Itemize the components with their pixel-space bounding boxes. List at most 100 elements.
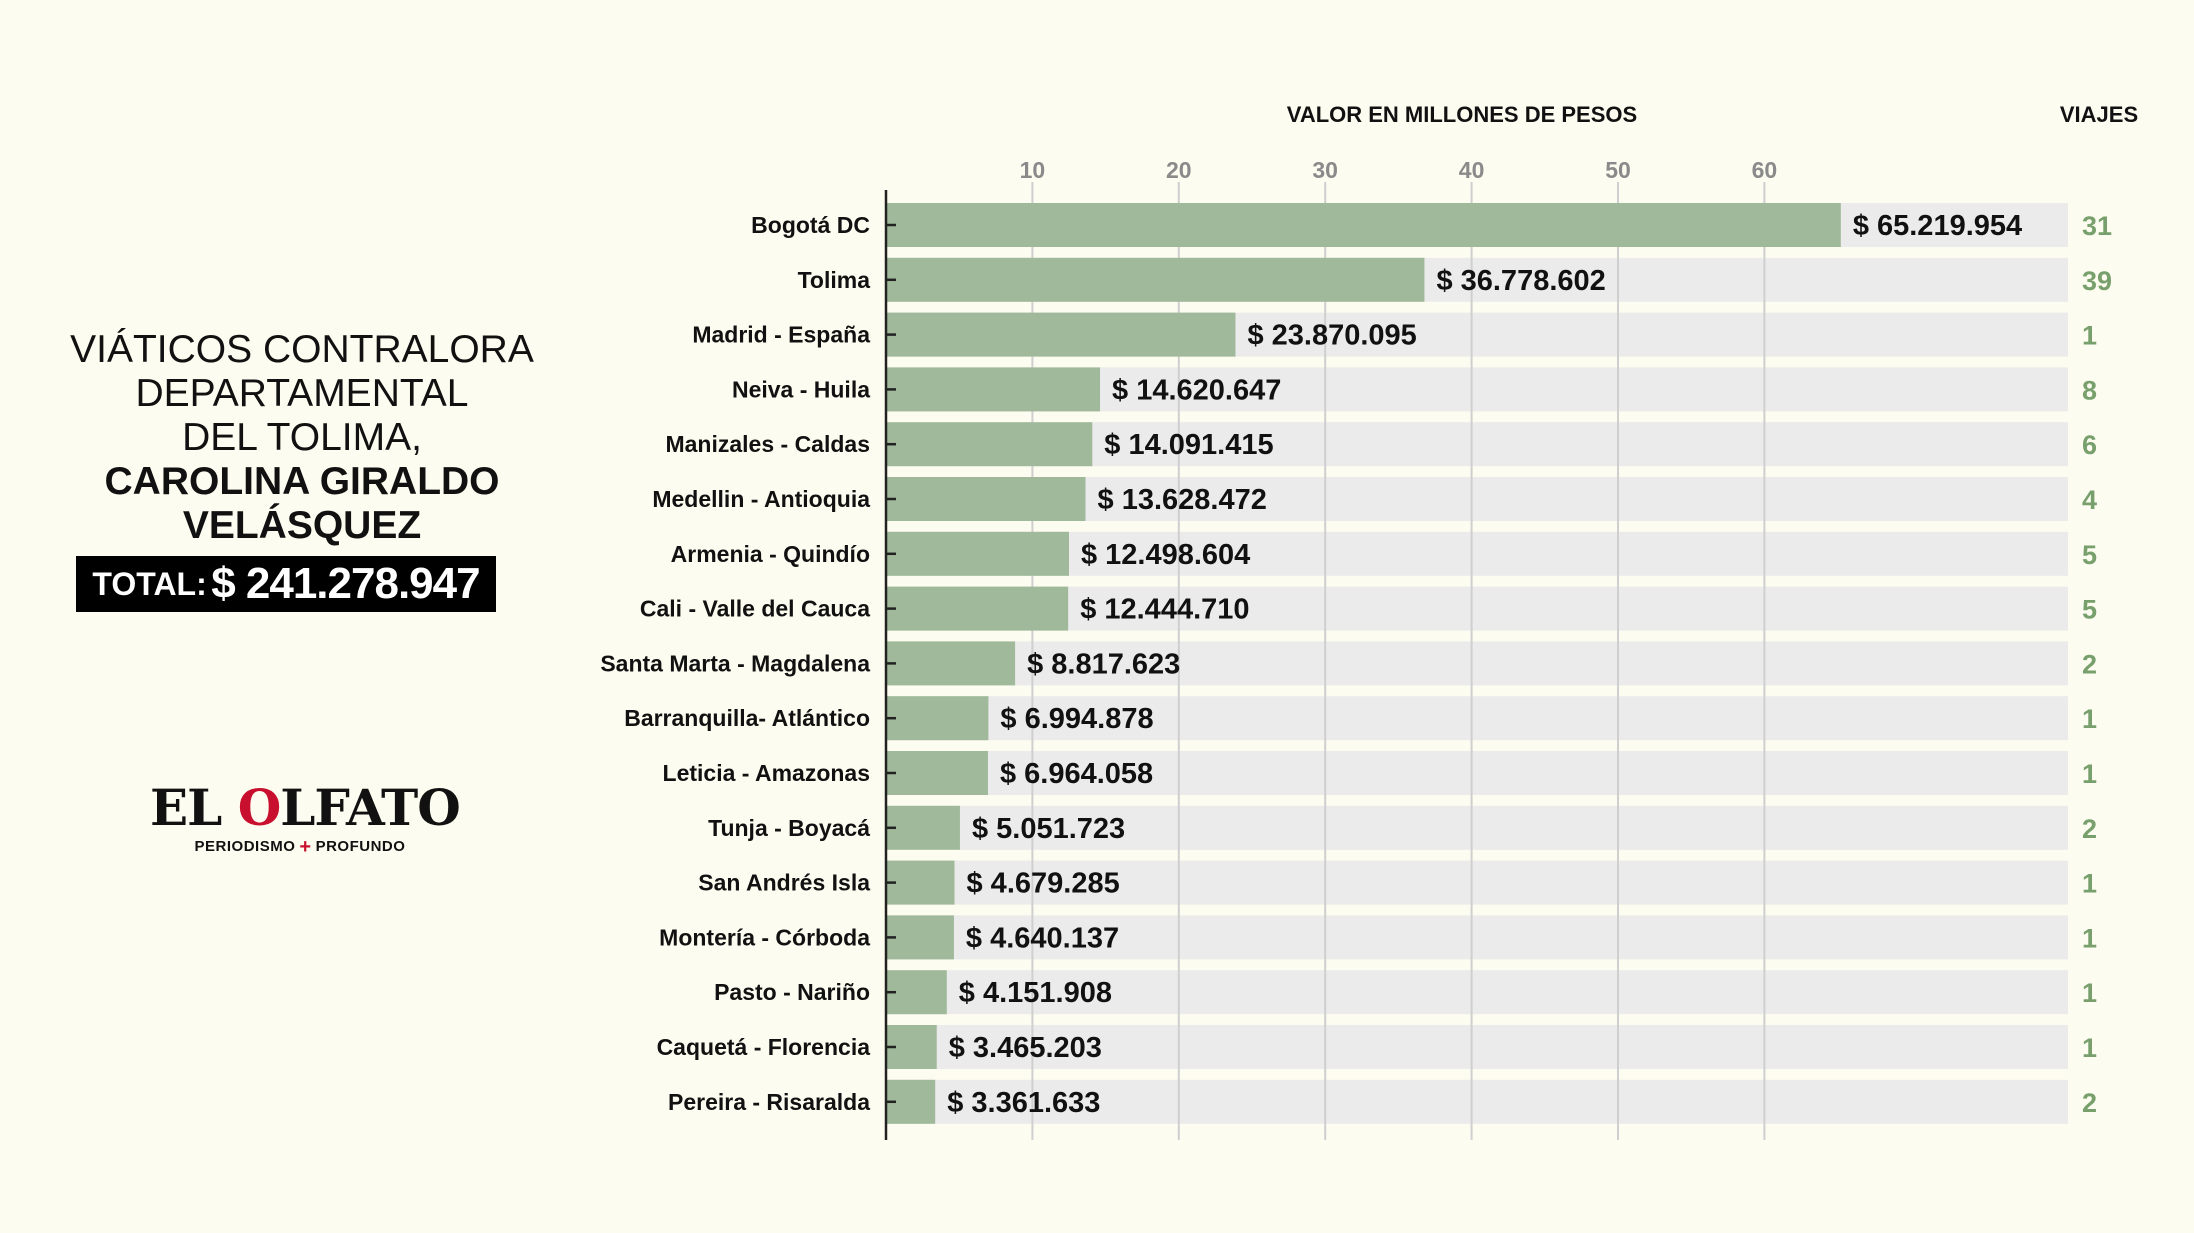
trips-value: 2 <box>2082 814 2097 844</box>
data-label: $ 65.219.954 <box>1853 210 2022 242</box>
bar <box>886 860 955 905</box>
category-label: Barranquilla- Atlántico <box>624 705 870 731</box>
bar <box>886 203 1841 247</box>
trips-value: 1 <box>2082 1033 2097 1063</box>
bar-track <box>886 1079 2068 1124</box>
category-label: Santa Marta - Magdalena <box>600 650 870 676</box>
trips-column-title: VIAJES <box>2060 102 2138 127</box>
logo-wordmark: EL OLFATO <box>150 782 461 834</box>
trips-value: 2 <box>2082 649 2097 679</box>
title-line-1: VIÁTICOS CONTRALORA <box>70 328 534 371</box>
bar <box>886 641 1016 686</box>
title-line-4: CAROLINA GIRALDO <box>104 460 500 503</box>
category-label: Medellin - Antioquia <box>652 486 870 512</box>
logo-text-before: EL <box>150 778 238 837</box>
data-label: $ 4.679.285 <box>967 868 1120 900</box>
bar-track <box>886 586 2068 631</box>
trips-value: 8 <box>2082 375 2097 405</box>
data-label: $ 4.151.908 <box>959 977 1112 1009</box>
bar-track <box>886 751 2068 795</box>
data-label: $ 8.817.623 <box>1027 648 1180 680</box>
data-label: $ 3.361.633 <box>947 1087 1100 1119</box>
logo-text-accent: O <box>237 778 282 837</box>
data-label: $ 23.870.095 <box>1247 320 1416 352</box>
logo-tagline: PERIODISMO + PROFUNDO <box>150 836 450 859</box>
bar <box>886 367 1101 412</box>
category-label: Leticia - Amazonas <box>663 760 870 786</box>
bar <box>886 805 960 850</box>
trips-value: 1 <box>2082 759 2097 789</box>
x-tick-label: 10 <box>1020 157 1046 183</box>
title-line-5: VELÁSQUEZ <box>182 504 422 547</box>
bar-track <box>886 805 2068 850</box>
bar-track <box>886 696 2068 741</box>
trips-value: 1 <box>2082 869 2097 899</box>
x-tick-label: 50 <box>1605 157 1631 183</box>
category-label: San Andrés Isla <box>698 870 870 896</box>
category-label: Cali - Valle del Cauca <box>640 596 870 622</box>
total-value: $ 241.278.947 <box>211 559 480 608</box>
category-label: Pereira - Risaralda <box>668 1089 870 1115</box>
trips-value: 2 <box>2082 1088 2097 1118</box>
total-badge: TOTAL: $ 241.278.947 <box>76 556 496 612</box>
data-label: $ 36.778.602 <box>1436 265 1605 297</box>
trips-value: 1 <box>2082 978 2097 1008</box>
data-label: $ 6.964.058 <box>1000 758 1153 790</box>
category-label: Tolima <box>798 267 871 293</box>
trips-value: 1 <box>2082 321 2097 351</box>
category-label: Montería - Córboda <box>659 924 870 950</box>
data-label: $ 14.091.415 <box>1104 429 1273 461</box>
category-label: Tunja - Boyacá <box>708 815 870 841</box>
category-label: Pasto - Nariño <box>714 979 870 1005</box>
title-line-2: DEPARTAMENTAL <box>135 372 469 415</box>
bar <box>886 970 947 1015</box>
logo-plus-icon: + <box>299 836 312 858</box>
trips-value: 6 <box>2082 430 2097 460</box>
el-olfato-logo: EL OLFATO PERIODISMO + PROFUNDO <box>150 782 461 859</box>
trips-value: 39 <box>2082 266 2112 296</box>
x-tick-label: 40 <box>1459 157 1485 183</box>
bar <box>886 477 1086 521</box>
category-label: Caquetá - Florencia <box>657 1034 871 1060</box>
trips-value: 5 <box>2082 595 2097 625</box>
trips-value: 4 <box>2082 485 2097 515</box>
chart-title: VIÁTICOS CONTRALORA DEPARTAMENTAL DEL TO… <box>60 328 544 548</box>
data-label: $ 12.498.604 <box>1081 539 1250 571</box>
data-label: $ 3.465.203 <box>949 1032 1102 1064</box>
bar <box>886 531 1069 576</box>
category-label: Neiva - Huila <box>732 376 870 402</box>
data-label: $ 12.444.710 <box>1080 594 1249 626</box>
bar-track <box>886 915 2068 960</box>
x-axis-title: VALOR EN MILLONES DE PESOS <box>1287 102 1637 127</box>
bar-track <box>886 641 2068 686</box>
bar <box>886 422 1093 467</box>
category-label: Madrid - España <box>692 322 870 348</box>
data-label: $ 13.628.472 <box>1098 484 1267 516</box>
bar <box>886 751 988 795</box>
category-label: Bogotá DC <box>751 212 870 238</box>
bar <box>886 586 1069 631</box>
trips-value: 1 <box>2082 704 2097 734</box>
data-label: $ 4.640.137 <box>966 922 1119 954</box>
bar-track <box>886 970 2068 1015</box>
title-line-3: DEL TOLIMA, <box>182 416 422 459</box>
x-tick-label: 30 <box>1312 157 1338 183</box>
data-label: $ 6.994.878 <box>1000 703 1153 735</box>
total-label: TOTAL: <box>92 566 207 602</box>
bar <box>886 312 1236 357</box>
logo-tag-right: PROFUNDO <box>315 838 406 855</box>
bar <box>886 257 1425 302</box>
bar <box>886 696 989 741</box>
data-label: $ 14.620.647 <box>1112 374 1281 406</box>
category-label: Manizales - Caldas <box>665 431 870 457</box>
trips-value: 1 <box>2082 923 2097 953</box>
logo-text-after: LFATO <box>280 778 461 837</box>
data-label: $ 5.051.723 <box>972 813 1125 845</box>
trips-value: 31 <box>2082 211 2112 241</box>
bar <box>886 915 954 960</box>
x-tick-label: 20 <box>1166 157 1192 183</box>
trips-value: 5 <box>2082 540 2097 570</box>
bar-track <box>886 860 2068 905</box>
x-tick-label: 60 <box>1752 157 1778 183</box>
